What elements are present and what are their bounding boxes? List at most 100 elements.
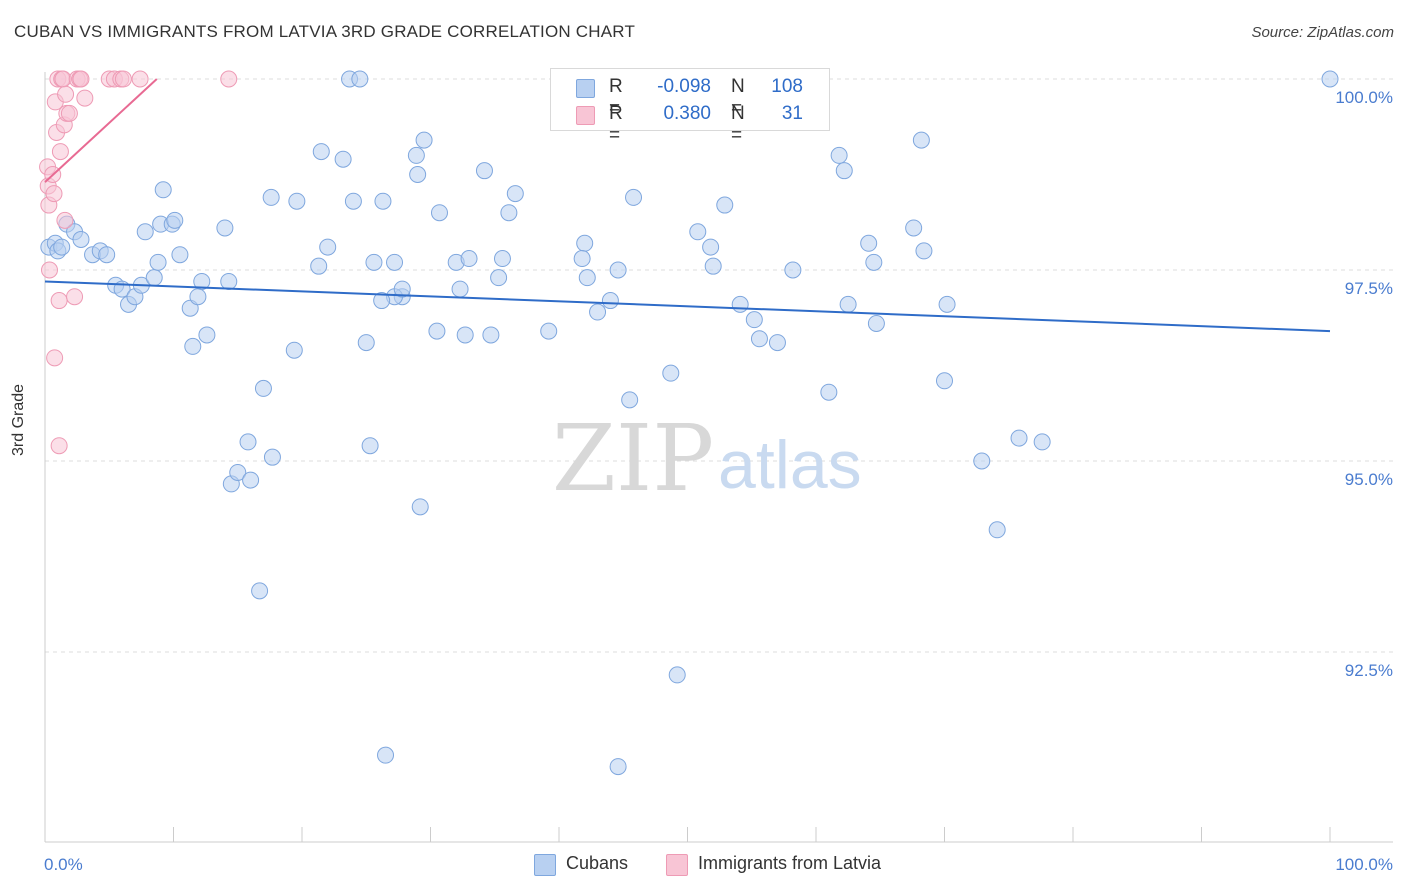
n-label: N =	[731, 103, 745, 146]
cubans-point	[242, 471, 260, 489]
series-legend: Cubans Immigrants from Latvia	[0, 852, 1406, 878]
cubans-point	[262, 188, 280, 206]
x-tick-label: 100.0%	[1335, 855, 1393, 874]
cubans-point	[702, 238, 720, 256]
cubans-point	[839, 295, 857, 313]
latvia-point	[51, 143, 69, 161]
cubans-trend-line	[44, 280, 1331, 333]
watermark-atlas: atlas	[718, 427, 862, 503]
latvia-point	[220, 70, 238, 88]
cubans-point	[220, 272, 238, 290]
x-tick-label: 0.0%	[44, 855, 83, 874]
cubans-point	[578, 269, 596, 287]
cubans-point	[288, 192, 306, 210]
cubans-point	[601, 292, 619, 310]
watermark: ZIP atlas	[552, 405, 862, 512]
cubans-point	[912, 131, 930, 149]
legend-swatch-blue	[576, 79, 595, 98]
cubans-point	[768, 334, 786, 352]
cubans-point	[456, 326, 474, 344]
cubans-point	[254, 379, 272, 397]
cubans-point	[251, 582, 269, 600]
latvia-point	[56, 211, 74, 229]
cubans-point	[361, 437, 379, 455]
watermark-zip: ZIP	[552, 405, 714, 512]
cubans-point	[493, 250, 511, 268]
cubans-point	[820, 383, 838, 401]
cubans-point	[915, 242, 933, 260]
cubans-point	[905, 219, 923, 237]
y-tick-label: 100.0%	[1335, 88, 1393, 107]
r-value: -0.098	[657, 76, 711, 97]
r-label: R =	[609, 76, 623, 119]
chart-title: CUBAN VS IMMIGRANTS FROM LATVIA 3RD GRAD…	[14, 22, 636, 41]
latvia-point	[54, 70, 72, 88]
latvia-point	[76, 89, 94, 107]
cubans-point	[263, 448, 281, 466]
cubans-point	[319, 238, 337, 256]
cubans-point	[540, 322, 558, 340]
gridlines	[45, 78, 1393, 653]
cubans-point	[689, 223, 707, 241]
x-tick-labels: 0.0% 100.0%	[44, 855, 1393, 874]
cubans-point	[609, 261, 627, 279]
cubans-point	[154, 181, 172, 199]
cubans-point	[72, 230, 90, 248]
cubans-point	[936, 372, 953, 390]
cubans-point	[407, 146, 425, 164]
correlation-legend: R = -0.098 N = 108 R = 0.380 N = 31	[550, 68, 830, 146]
cubans-point	[668, 666, 686, 684]
latvia-point	[50, 292, 68, 310]
cubans-point	[351, 70, 369, 88]
cubans-point	[475, 162, 493, 180]
cubans-point	[312, 143, 330, 161]
cubans-point	[784, 261, 802, 279]
cubans-point	[386, 253, 404, 271]
cubans-point	[310, 257, 328, 275]
cubans-point	[609, 758, 627, 776]
latvia-point	[40, 261, 58, 279]
cubans-point	[506, 185, 524, 203]
cubans-point	[189, 288, 207, 306]
cubans-point	[482, 326, 500, 344]
n-value: 31	[781, 103, 803, 124]
latvia-point	[46, 349, 64, 367]
cubans-point	[428, 322, 446, 340]
latvia-point	[45, 185, 63, 203]
latvia-point	[60, 104, 78, 122]
cubans-point	[193, 272, 211, 290]
legend-swatch-pink	[666, 854, 688, 876]
cubans-point	[865, 253, 883, 271]
cubans-point	[98, 246, 116, 264]
trend-lines	[44, 78, 1331, 333]
cubans-point	[451, 280, 469, 298]
n-label: N =	[731, 76, 745, 119]
cubans-point	[576, 234, 594, 252]
cubans-point	[365, 253, 383, 271]
cubans-point	[621, 391, 639, 409]
n-value: 108	[771, 76, 803, 97]
latvia-point	[50, 437, 68, 455]
cubans-point	[662, 364, 680, 382]
cubans-point	[239, 433, 257, 451]
cubans-points	[40, 70, 1339, 776]
cubans-point	[171, 246, 189, 264]
cubans-point	[430, 204, 448, 222]
legend-label: Cubans	[566, 853, 629, 873]
cubans-point	[830, 146, 848, 164]
cubans-point	[750, 330, 768, 348]
cubans-point	[409, 166, 427, 183]
y-tick-label: 97.5%	[1345, 279, 1393, 298]
cubans-point	[229, 463, 247, 481]
cubans-point	[460, 250, 478, 268]
cubans-point	[731, 295, 749, 313]
cubans-point	[835, 162, 853, 180]
cubans-point	[500, 204, 518, 222]
cubans-point	[1010, 429, 1028, 447]
cubans-point	[285, 341, 303, 359]
cubans-point	[344, 192, 362, 210]
cubans-point	[166, 211, 184, 229]
cubans-point	[589, 303, 607, 321]
cubans-point	[745, 311, 763, 329]
